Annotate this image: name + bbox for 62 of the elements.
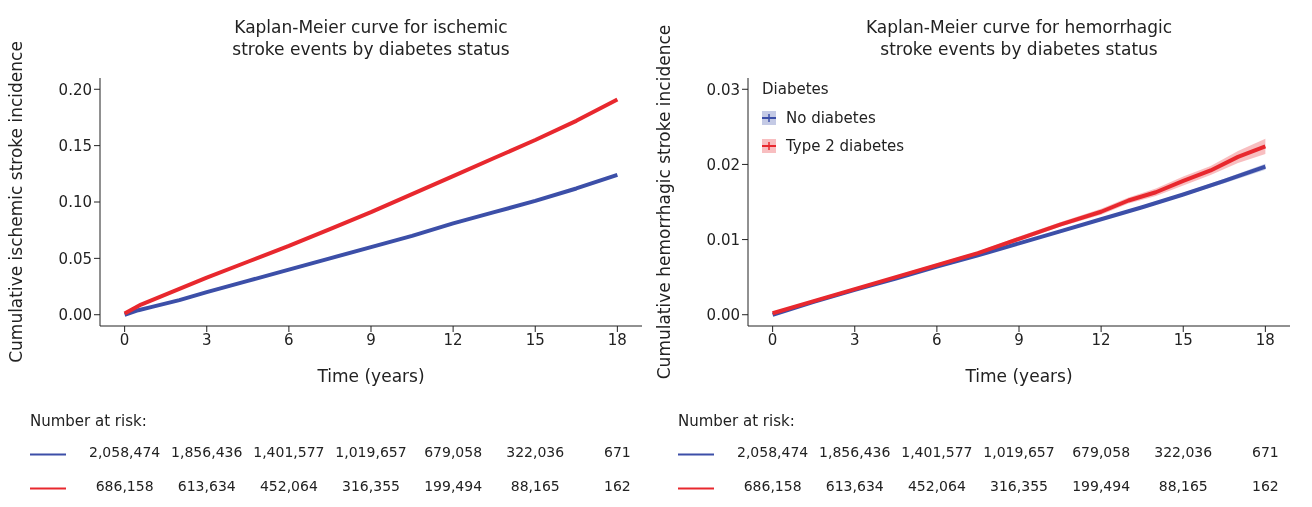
x-tick-label: 9 [1014, 330, 1024, 349]
text: 162 [1251, 478, 1280, 494]
chart-title: Kaplan-Meier curve for ischemic stroke events by diabetes status [231, 16, 511, 60]
y-axis-title: Cumulative hemorrhagic stroke incidence [654, 24, 675, 380]
text: 322,036 [505, 444, 566, 460]
text: 1,856,436 [818, 444, 892, 460]
text: 686,158 [742, 478, 803, 494]
text: 613,634 [824, 478, 885, 494]
text: 88,165 [509, 478, 561, 494]
x-tick-label: 0 [767, 330, 778, 349]
text: 671 [603, 444, 632, 460]
y-tick-label: 0.02 [706, 155, 740, 174]
y-tick-label: 0.10 [58, 193, 92, 212]
y-tick-label: 0.15 [58, 136, 92, 155]
text: 1,019,657 [982, 444, 1056, 460]
x-tick-label: 6 [284, 330, 294, 349]
text: 1,856,436 [170, 444, 244, 460]
text: 2,058,474 [736, 444, 810, 460]
x-axis-title: Time (years) [316, 366, 425, 387]
text: 679,058 [1071, 444, 1132, 460]
x-tick-label: 18 [607, 330, 627, 349]
x-tick-label: 12 [1091, 330, 1111, 349]
x-tick-label: 6 [932, 330, 942, 349]
x-tick-label: 3 [849, 330, 860, 349]
x-axis-title: Time (years) [964, 366, 1073, 387]
legend-title: Diabetes [762, 80, 830, 98]
text: 452,064 [906, 478, 967, 494]
y-tick-label: 0.01 [706, 230, 740, 249]
y-tick-label: 0.03 [706, 80, 740, 99]
text: 316,355 [341, 478, 401, 494]
y-tick-label: 0.00 [706, 306, 740, 325]
x-tick-label: 15 [1173, 330, 1193, 349]
x-tick-label: 15 [525, 330, 545, 349]
text: 1,401,577 [252, 444, 326, 460]
text: 2,058,474 [88, 444, 162, 460]
text: 199,494 [1071, 478, 1132, 494]
text: Number at risk: [30, 412, 147, 430]
text: 1,019,657 [334, 444, 408, 460]
text: 322,036 [1153, 444, 1214, 460]
text: 316,355 [989, 478, 1049, 494]
text: 1,401,577 [900, 444, 974, 460]
x-tick-label: 12 [443, 330, 463, 349]
x-tick-label: 9 [366, 330, 376, 349]
y-tick-label: 0.05 [58, 249, 92, 268]
text: 162 [603, 478, 632, 494]
y-axis-title: Cumulative ischemic stroke incidence [6, 41, 27, 363]
y-tick-label: 0.20 [58, 80, 92, 99]
text: 671 [1251, 444, 1280, 460]
x-tick-label: 18 [1255, 330, 1275, 349]
text: 686,158 [94, 478, 155, 494]
legend-label: Type 2 diabetes [786, 137, 905, 155]
text: Number at risk: [678, 412, 795, 430]
y-tick-label: 0.00 [58, 306, 92, 325]
chart-title: Kaplan-Meier curve for hemorrhagic stroke events by diabetes status [864, 16, 1174, 60]
text: 613,634 [176, 478, 237, 494]
x-tick-label: 3 [201, 330, 212, 349]
text: 679,058 [423, 444, 484, 460]
legend-label: No diabetes [786, 109, 876, 127]
text: 199,494 [423, 478, 484, 494]
text: 452,064 [258, 478, 319, 494]
text: 88,165 [1157, 478, 1209, 494]
x-tick-label: 0 [119, 330, 130, 349]
